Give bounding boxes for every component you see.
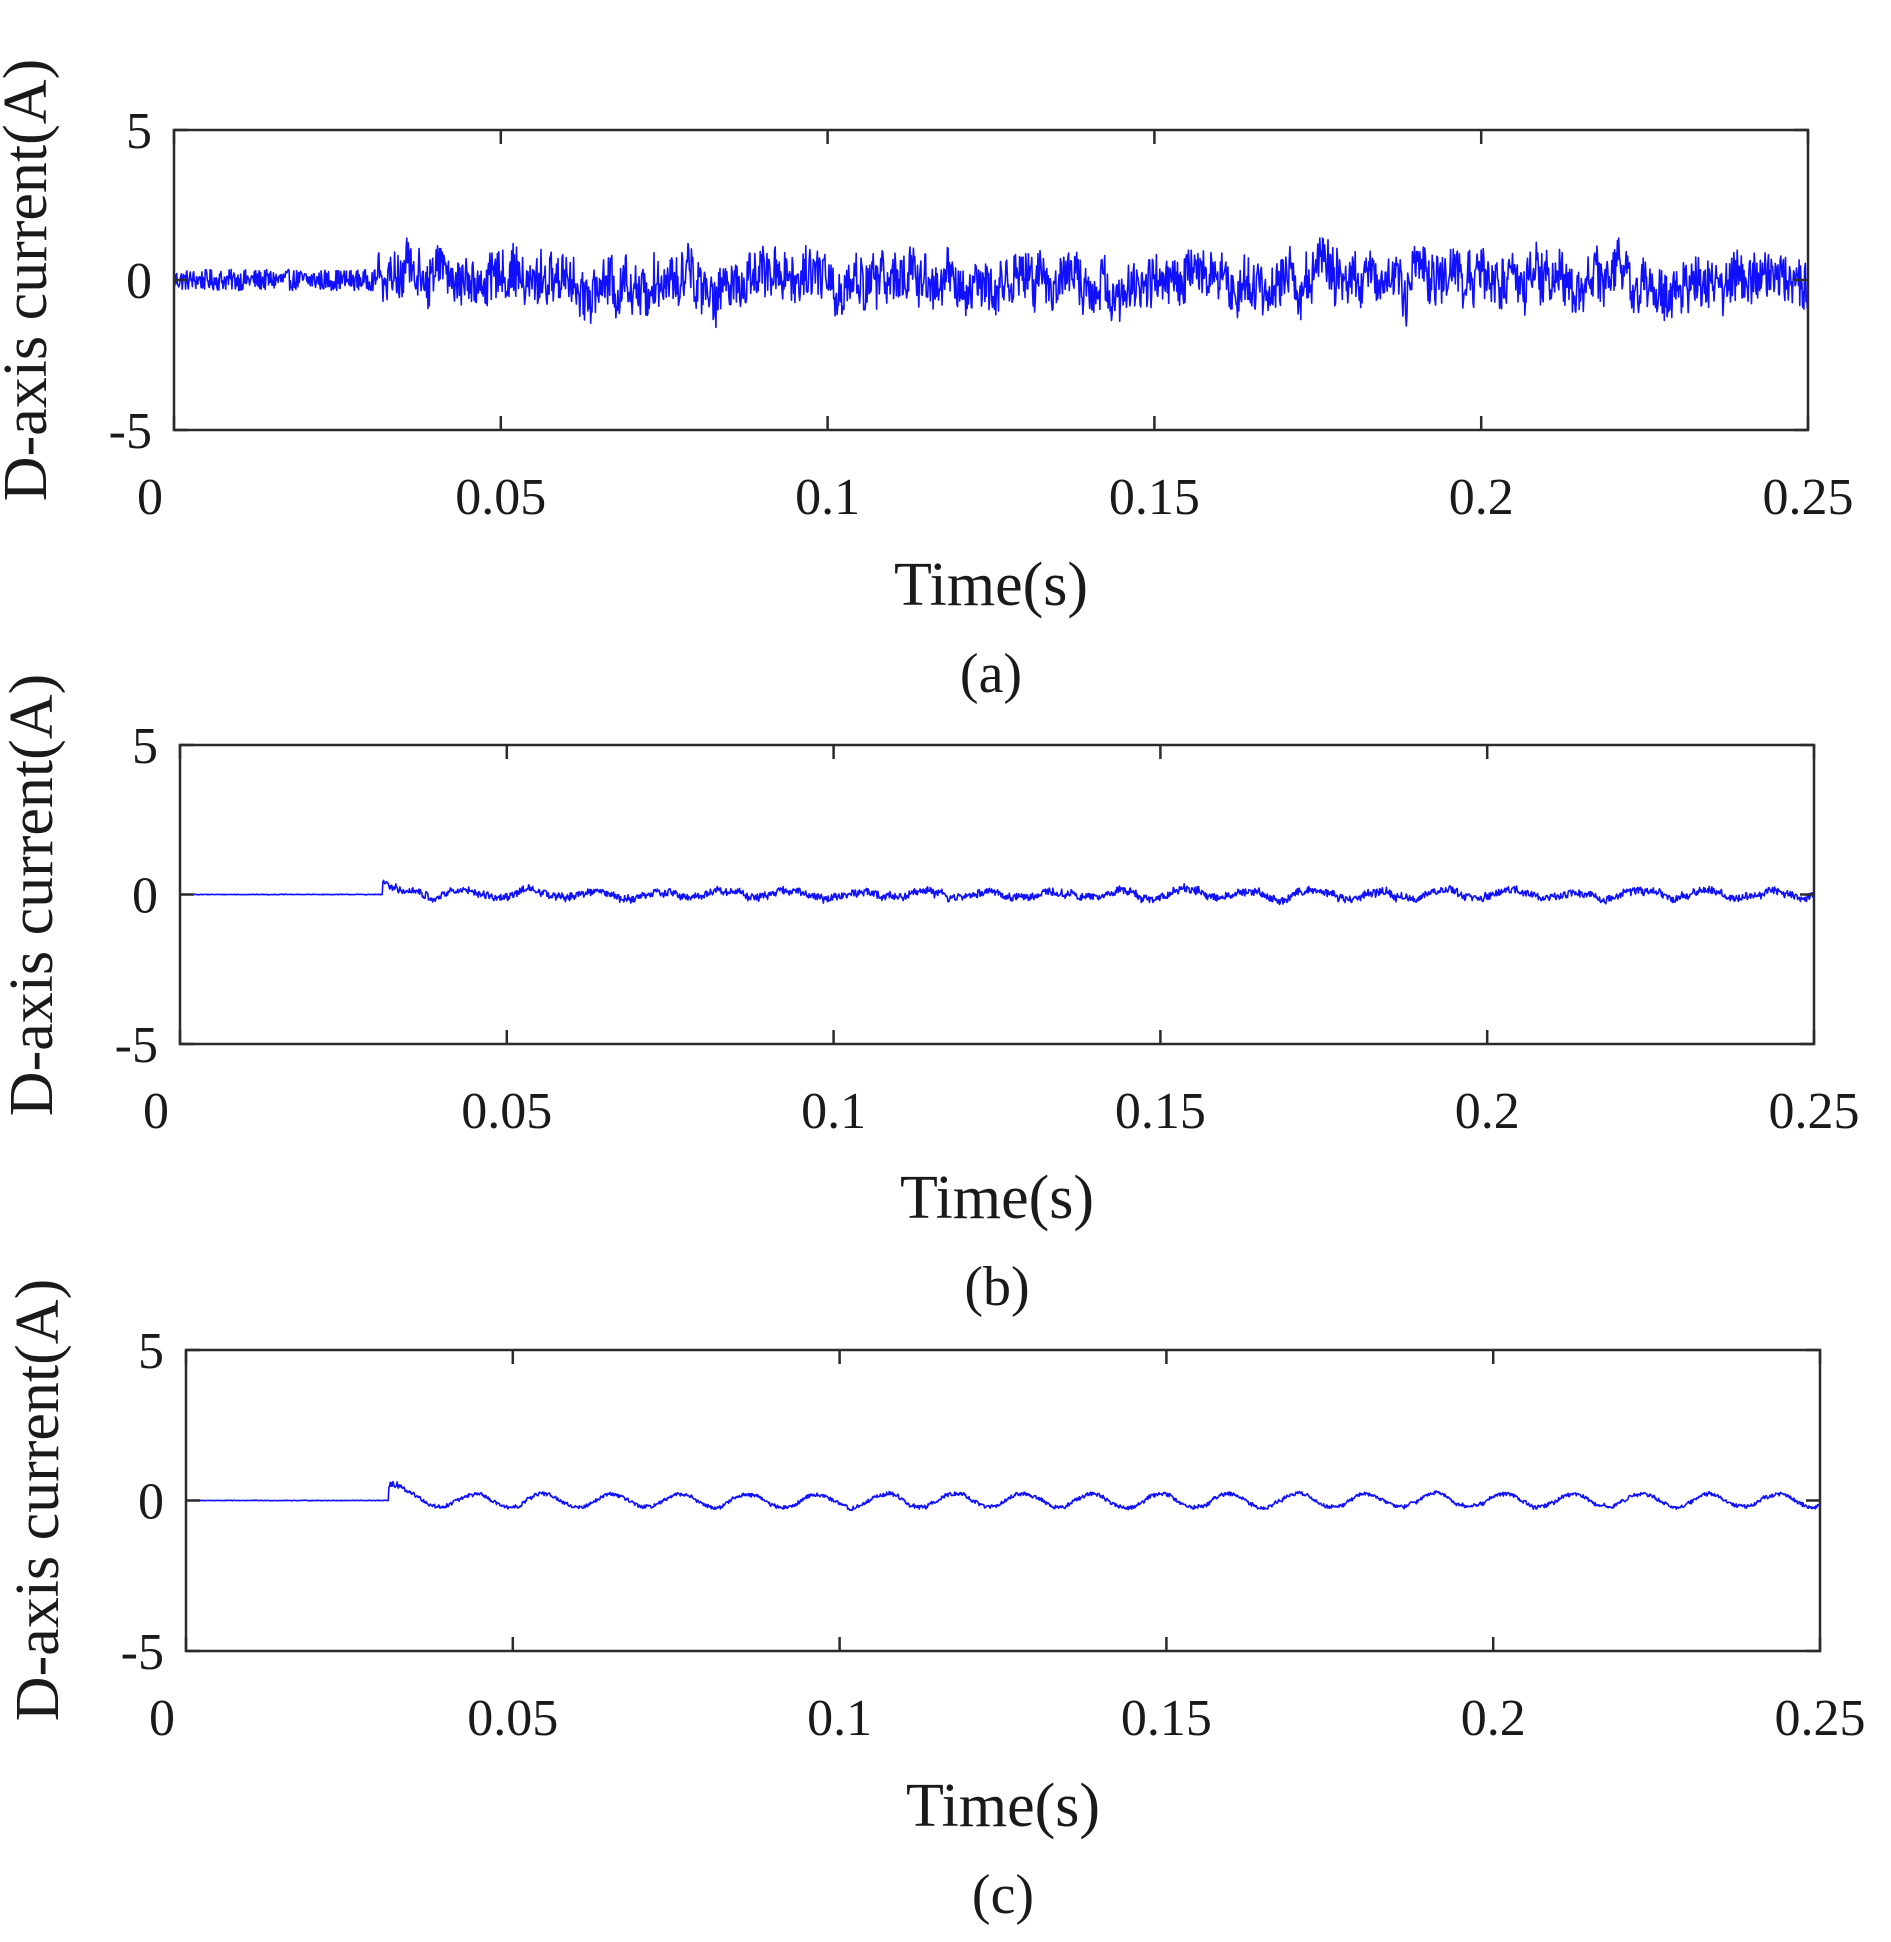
y-tick-label: -5	[109, 403, 152, 460]
x-tick-label: 0.2	[1449, 469, 1514, 526]
panel-b: 0 0.05 0.1 0.15 0.2 0.25 -5 0 5 D-axis current(A)…	[0, 674, 1860, 1318]
y-tick-label: 5	[126, 103, 152, 160]
x-tick-label: 0.15	[1121, 1690, 1212, 1747]
x-tick-label: 0.25	[1763, 469, 1854, 526]
x-tick-label: 0.05	[455, 469, 546, 526]
y-tick-label: -5	[115, 1017, 158, 1074]
x-tick-label: 0.05	[467, 1690, 558, 1747]
y-axis-title: D-axis current(A)	[0, 674, 66, 1116]
x-axis-title: Time(s)	[906, 1772, 1100, 1840]
y-axis-title: D-axis current(A)	[0, 59, 60, 501]
x-tick-label: 0.2	[1455, 1083, 1520, 1140]
x-axis-title: Time(s)	[894, 551, 1088, 619]
y-tick-label: -5	[121, 1624, 164, 1681]
y-tick-label: 5	[138, 1323, 164, 1380]
panel-caption: (c)	[972, 1864, 1034, 1926]
series-line-c	[185, 1480, 1821, 1512]
y-tick-label: 0	[126, 253, 152, 310]
y-tick-label: 0	[132, 868, 158, 925]
panel-caption: (a)	[960, 643, 1022, 705]
axes-frame-c	[184, 1348, 1822, 1653]
y-tick-label: 0	[138, 1474, 164, 1531]
x-axis-title: Time(s)	[900, 1164, 1094, 1232]
panel-a: 0 0.05 0.1 0.15 0.2 0.25 -5 0 5 D-axis current(A)…	[0, 59, 1854, 705]
series-line-a	[173, 237, 1809, 329]
panel-caption: (b)	[964, 1256, 1029, 1318]
x-tick-label: 0.1	[801, 1083, 866, 1140]
y-tick-label: 5	[132, 718, 158, 775]
y-axis-title: D-axis current(A)	[4, 1279, 72, 1721]
x-tick-label: 0.1	[795, 469, 860, 526]
x-tick-label: 0	[149, 1690, 175, 1747]
x-tick-label: 0.25	[1769, 1083, 1860, 1140]
x-tick-label: 0.15	[1109, 469, 1200, 526]
x-tick-label: 0.05	[461, 1083, 552, 1140]
x-tick-label: 0.2	[1461, 1690, 1526, 1747]
panel-c: 0 0.05 0.1 0.15 0.2 0.25 -5 0 5 D-axis current(A)…	[4, 1279, 1866, 1926]
x-tick-label: 0	[137, 469, 163, 526]
x-tick-label: 0.15	[1115, 1083, 1206, 1140]
series-line-b	[179, 879, 1815, 906]
x-tick-label: 0.25	[1775, 1690, 1866, 1747]
x-tick-label: 0.1	[807, 1690, 872, 1747]
x-tick-label: 0	[143, 1083, 169, 1140]
